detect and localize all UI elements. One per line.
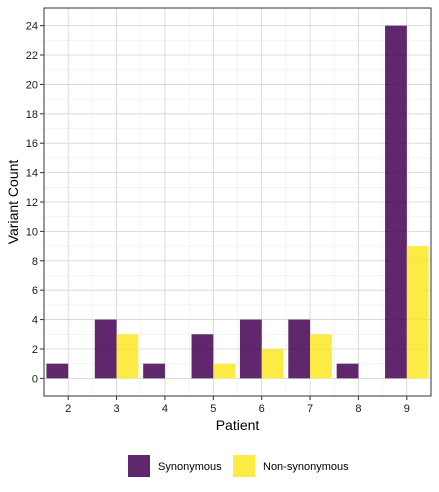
- legend: Synonymous Non-synonymous: [128, 455, 349, 477]
- y-tick-label: 8: [32, 256, 38, 268]
- legend-label-synonymous: Synonymous: [158, 461, 222, 473]
- legend-swatch-synonymous: [128, 455, 150, 477]
- x-tick-label: 5: [210, 403, 216, 415]
- y-tick-label: 20: [26, 79, 38, 91]
- x-axis: 2 3 4 5 6 7 8 9: [65, 396, 410, 415]
- bar-synonymous-patient-4: [143, 363, 165, 379]
- bar-synonymous-patient-6: [239, 319, 262, 379]
- bar-synonymous-patient-2: [46, 363, 69, 379]
- y-axis-title: Variant Count: [5, 160, 21, 245]
- y-tick-label: 12: [26, 197, 38, 209]
- x-axis-title: Patient: [216, 417, 260, 433]
- y-tick-label: 24: [26, 21, 38, 33]
- bar-non-synonymous-patient-7: [310, 334, 332, 379]
- bar-non-synonymous-patient-9: [406, 246, 429, 379]
- y-tick-label: 14: [26, 168, 38, 180]
- y-tick-label: 22: [26, 50, 38, 62]
- x-tick-label: 2: [65, 403, 71, 415]
- x-tick-label: 3: [114, 403, 120, 415]
- x-tick-label: 9: [404, 403, 410, 415]
- bars: [46, 25, 429, 379]
- x-tick-label: 6: [259, 403, 265, 415]
- y-tick-label: 10: [26, 226, 38, 238]
- bar-synonymous-patient-8: [336, 363, 359, 379]
- bar-non-synonymous-patient-3: [116, 334, 139, 379]
- bar-non-synonymous-patient-6: [261, 348, 284, 379]
- bar-synonymous-patient-3: [94, 319, 117, 379]
- x-tick-label: 7: [307, 403, 313, 415]
- bar-non-synonymous-patient-5: [213, 363, 236, 379]
- y-tick-label: 16: [26, 138, 38, 150]
- bar-synonymous-patient-7: [288, 319, 311, 379]
- bar-synonymous-patient-9: [385, 25, 407, 379]
- legend-label-non-synonymous: Non-synonymous: [263, 461, 349, 473]
- legend-swatch-non-synonymous: [233, 455, 255, 477]
- y-tick-label: 4: [32, 315, 38, 327]
- y-tick-label: 0: [32, 373, 38, 385]
- y-tick-label: 2: [32, 344, 38, 356]
- y-tick-label: 6: [32, 285, 38, 297]
- x-tick-label: 4: [162, 403, 168, 415]
- y-tick-label: 18: [26, 109, 38, 121]
- bar-synonymous-patient-5: [191, 334, 214, 379]
- x-tick-label: 8: [355, 403, 361, 415]
